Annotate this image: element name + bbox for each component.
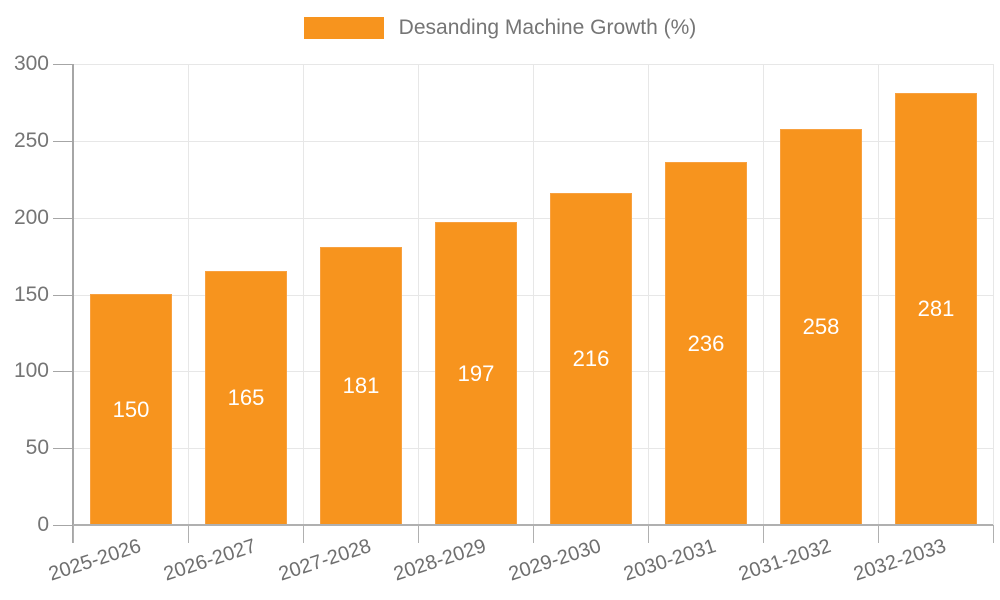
gridline-vertical: [878, 64, 879, 525]
bar-value-label: 181: [342, 373, 380, 398]
legend-swatch: [303, 17, 384, 39]
x-tick: [418, 525, 419, 543]
x-tick: [878, 525, 879, 543]
y-axis-tick-label: 300: [13, 52, 49, 75]
bar-value-label: 197: [457, 360, 495, 386]
gridline-vertical: [993, 64, 994, 525]
x-tick: [763, 525, 764, 543]
y-axis-tick-label: 150: [13, 282, 49, 306]
y-tick: [53, 525, 73, 526]
y-axis-line: [72, 64, 74, 543]
bar[interactable]: [550, 193, 632, 525]
y-tick: [53, 217, 73, 219]
bar[interactable]: [895, 93, 977, 525]
legend: Desanding Machine Growth (%): [0, 16, 1000, 40]
bar[interactable]: [435, 222, 517, 525]
y-axis-tick-label: 100: [13, 359, 49, 383]
x-tick: [188, 525, 189, 543]
y-axis-tick-label: 50: [25, 436, 49, 460]
gridline-vertical: [648, 64, 649, 525]
bar[interactable]: [665, 162, 747, 525]
gridline-vertical: [763, 64, 764, 525]
x-tick: [993, 525, 994, 543]
gridline-vertical: [533, 64, 534, 525]
gridline-vertical: [188, 64, 189, 525]
y-tick: [53, 294, 73, 296]
x-tick: [533, 525, 534, 543]
y-tick: [53, 140, 73, 142]
bar[interactable]: [780, 129, 862, 525]
bar[interactable]: [320, 247, 402, 525]
x-tick: [73, 525, 74, 543]
bar[interactable]: [90, 294, 172, 525]
x-tick: [303, 525, 304, 543]
plot-area: 150 165 181 197 216 236 258 281: [72, 64, 994, 543]
gridline-vertical: [418, 64, 419, 525]
legend-item[interactable]: Desanding Machine Growth (%): [303, 16, 697, 40]
y-tick: [53, 64, 73, 65]
bar-value-label: 216: [572, 346, 610, 371]
y-axis-tick-label: 200: [13, 205, 49, 229]
y-tick: [53, 371, 73, 373]
legend-label: Desanding Machine Growth (%): [398, 16, 697, 39]
bar-value-label: 258: [802, 314, 840, 339]
bar-value-label: 236: [687, 330, 725, 356]
y-axis-tick-label: 250: [13, 128, 49, 152]
bar-value-label: 281: [917, 296, 955, 321]
x-tick: [648, 525, 649, 543]
bar-value-label: 165: [227, 385, 265, 410]
y-tick: [53, 448, 73, 450]
gridline-vertical: [303, 64, 304, 525]
y-axis-tick-label: 0: [37, 513, 49, 536]
bar-value-label: 150: [112, 396, 150, 422]
